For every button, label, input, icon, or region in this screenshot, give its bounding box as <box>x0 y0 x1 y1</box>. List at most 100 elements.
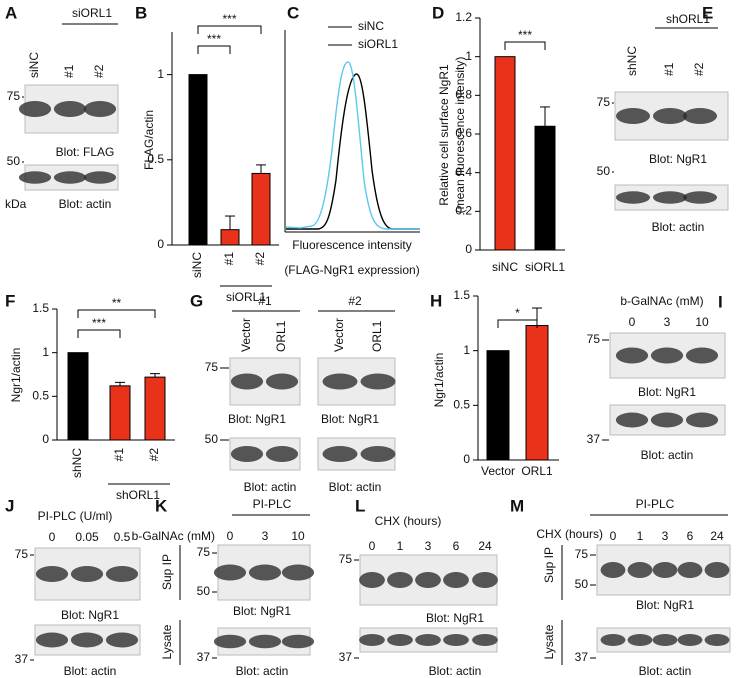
lane-label: 0.5 <box>114 530 131 544</box>
band <box>230 446 264 462</box>
lane-label: Vector <box>332 318 346 352</box>
y-tick-label: 0 <box>42 432 49 446</box>
y-tick-label: 1 <box>42 345 49 359</box>
band <box>53 101 87 117</box>
lane-label: 0 <box>227 529 234 543</box>
x-tick-label: shNC <box>70 448 84 478</box>
x-tick-label: #2 <box>147 448 161 462</box>
y-tick-label: 0.5 <box>453 398 470 412</box>
band <box>652 634 678 646</box>
band <box>600 562 626 578</box>
lane-label: 3 <box>662 529 669 543</box>
band <box>650 412 684 428</box>
bar <box>109 385 131 441</box>
band <box>704 562 730 578</box>
significance-label: *** <box>518 28 532 42</box>
blot-caption: Blot: actin <box>236 664 289 678</box>
blot-caption: Blot: NgR1 <box>228 412 286 426</box>
histogram-curve <box>286 73 420 230</box>
y-tick-label: 0 <box>463 452 470 466</box>
band <box>360 373 396 390</box>
y-tick-label: 0.6 <box>455 126 472 140</box>
x-tick-label: #1 <box>222 252 236 266</box>
treatment-label: b-GalNAc (mM) <box>132 529 215 543</box>
treatment-label: PI-PLC (U/ml) <box>38 509 113 523</box>
y-axis-label: FLAG/actin <box>142 110 156 170</box>
significance-label: *** <box>92 316 106 330</box>
x-tick-label: #2 <box>253 252 267 266</box>
bar <box>67 352 89 441</box>
marker-label: 75 <box>339 552 353 566</box>
lane-label: 1 <box>397 539 404 553</box>
lane-label: 0.05 <box>75 530 99 544</box>
lane-label: 3 <box>262 529 269 543</box>
blot-caption: Blot: actin <box>59 197 112 211</box>
section-label: Sup IP <box>160 554 174 590</box>
histogram-curve <box>285 61 420 230</box>
band <box>615 191 651 204</box>
treatment-label: CHX (hours) <box>375 514 442 528</box>
band <box>443 634 469 646</box>
marker-label: 75 <box>597 95 611 109</box>
blot-caption: Blot: actin <box>244 480 297 494</box>
marker-label: 75 <box>575 547 589 561</box>
lane-label: 3 <box>664 315 671 329</box>
band <box>248 634 282 649</box>
band <box>472 634 498 646</box>
blot-caption: Blot: NgR1 <box>61 608 119 622</box>
significance-bracket <box>77 329 121 338</box>
band <box>415 634 441 646</box>
band <box>18 171 52 184</box>
band <box>652 191 688 204</box>
x-tick-label: ORL1 <box>521 464 553 478</box>
panel-label: K <box>155 496 168 515</box>
band <box>615 412 649 428</box>
significance-bracket <box>497 319 538 328</box>
band <box>627 634 653 646</box>
lane-label: 0 <box>49 530 56 544</box>
marker-label: 75 <box>197 545 211 559</box>
blot-caption: Blot: actin <box>639 664 692 678</box>
legend-label: siORL1 <box>358 37 398 51</box>
panel-label: M <box>510 496 524 515</box>
y-tick-label: 0.5 <box>147 152 164 166</box>
band <box>600 634 626 646</box>
band <box>265 373 299 390</box>
blot-caption: Blot: NgR1 <box>649 152 707 166</box>
marker-label: 50 <box>575 577 589 591</box>
y-axis-label: Ngr1/actin <box>9 348 23 403</box>
blot-caption: Blot: actin <box>641 448 694 462</box>
y-tick-label: 0.5 <box>32 389 49 403</box>
lane-label: Vector <box>239 318 253 352</box>
bar <box>144 376 166 441</box>
legend-label: siNC <box>358 19 384 33</box>
band <box>359 572 385 588</box>
blot-caption: Blot: NgR1 <box>638 385 696 399</box>
band <box>360 446 396 462</box>
y-tick-label: 1 <box>463 343 470 357</box>
band <box>265 446 299 462</box>
band <box>105 632 139 648</box>
panel-label: E <box>702 3 713 22</box>
band <box>682 191 718 204</box>
band <box>685 347 719 364</box>
lane-label: 0 <box>369 539 376 553</box>
y-axis-label: (mean fluorescence intensity) <box>453 57 467 214</box>
bar <box>486 350 510 461</box>
lane-label: 24 <box>710 529 724 543</box>
section-label: Lysate <box>160 624 174 659</box>
blot-caption: Blot: actin <box>329 480 382 494</box>
y-tick-label: 0.8 <box>455 88 472 102</box>
y-tick-label: 1 <box>465 49 472 63</box>
x-tick-label: siORL1 <box>525 260 565 274</box>
x-axis-label: Fluorescence intensity <box>292 238 411 252</box>
band <box>650 347 684 364</box>
marker-label: 37 <box>575 650 589 664</box>
marker-label: 50 <box>197 584 211 598</box>
blot-caption: Blot: NgR1 <box>321 412 379 426</box>
section-label: Lysate <box>542 624 556 659</box>
blot-caption: Blot: NgR1 <box>636 598 694 612</box>
marker-label: 37 <box>15 652 29 666</box>
x-tick-label: #1 <box>112 448 126 462</box>
